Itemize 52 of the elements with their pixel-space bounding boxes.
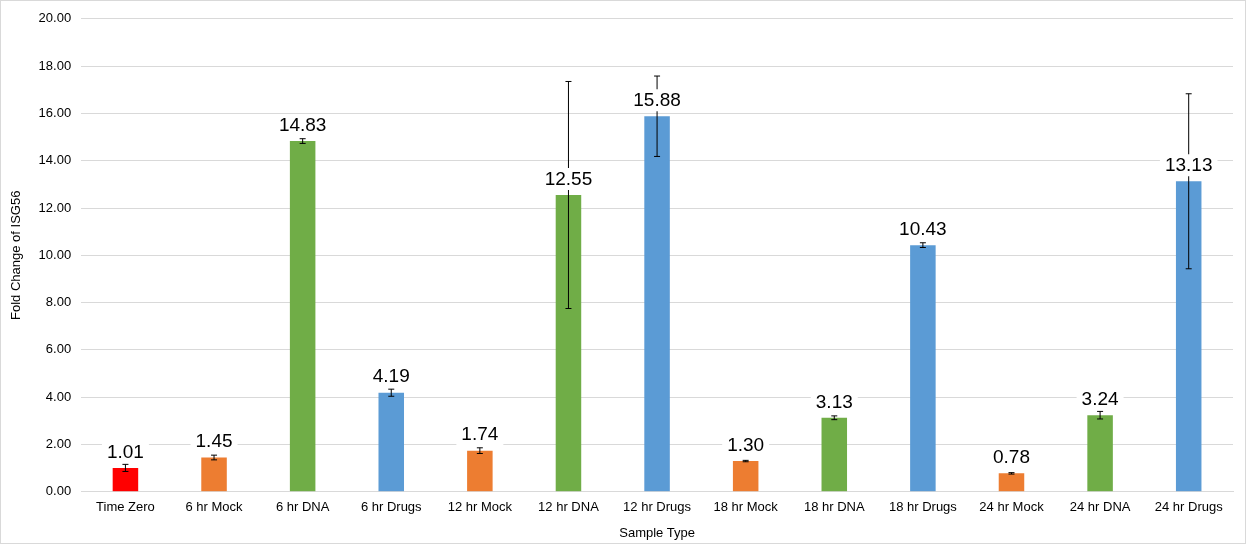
- y-tick-label: 12.00: [38, 199, 72, 215]
- y-tick-label: 10.00: [38, 246, 72, 262]
- x-tick-label: 18 hr Drugs: [888, 499, 958, 515]
- x-tick-label: 12 hr Mock: [447, 499, 513, 515]
- y-tick-label: 20.00: [38, 10, 72, 26]
- y-tick-label: 18.00: [38, 57, 72, 73]
- x-tick-label: Time Zero: [96, 499, 155, 515]
- y-tick-label: 8.00: [45, 294, 72, 310]
- y-tick-label: 6.00: [45, 341, 72, 357]
- data-label: 13.13: [1164, 154, 1213, 176]
- bar: [289, 141, 316, 492]
- data-label: 1.01: [106, 440, 144, 462]
- x-tick-label: 18 hr Mock: [713, 499, 779, 515]
- bar: [201, 457, 227, 492]
- x-tick-label: 24 hr Mock: [979, 499, 1045, 515]
- data-label: 1.30: [727, 433, 765, 455]
- bar: [821, 417, 848, 492]
- bar: [732, 461, 759, 492]
- bar: [112, 467, 139, 492]
- x-tick-label: 6 hr Mock: [185, 499, 244, 515]
- bar: [1087, 415, 1113, 492]
- bar: [378, 392, 405, 492]
- bar: [555, 194, 582, 492]
- x-tick-label: 12 hr DNA: [538, 499, 600, 515]
- bar: [910, 245, 936, 492]
- data-label: 3.13: [815, 390, 853, 412]
- y-tick-label: 14.00: [38, 152, 72, 168]
- y-tick-label: 2.00: [45, 436, 72, 452]
- data-label: 15.88: [633, 88, 681, 110]
- data-label: 1.45: [195, 430, 233, 452]
- x-tick-label: 12 hr Drugs: [623, 499, 692, 515]
- data-label: 4.19: [372, 365, 410, 387]
- x-tick-label: 24 hr Drugs: [1154, 499, 1224, 515]
- data-label: 0.78: [992, 446, 1030, 468]
- bar: [467, 450, 493, 492]
- y-axis-title: Fold Change of ISG56: [8, 190, 24, 320]
- x-axis-title: Sample Type: [619, 524, 695, 540]
- data-label: 1.74: [461, 423, 499, 445]
- data-label: 14.83: [278, 113, 327, 135]
- x-tick-label: 24 hr DNA: [1069, 499, 1131, 515]
- data-label: 12.55: [544, 167, 593, 189]
- y-tick-label: 16.00: [38, 104, 72, 120]
- bar: [644, 116, 670, 492]
- data-label: 10.43: [899, 217, 947, 239]
- bar: [998, 473, 1025, 492]
- x-tick-label: 6 hr DNA: [275, 499, 330, 515]
- bar: [1175, 181, 1202, 492]
- x-tick-label: 18 hr DNA: [803, 499, 865, 515]
- data-label: 3.24: [1081, 387, 1120, 409]
- x-tick-label: 6 hr Drugs: [360, 499, 423, 515]
- y-tick-label: 4.00: [45, 388, 72, 404]
- y-tick-label: 0.00: [45, 483, 72, 499]
